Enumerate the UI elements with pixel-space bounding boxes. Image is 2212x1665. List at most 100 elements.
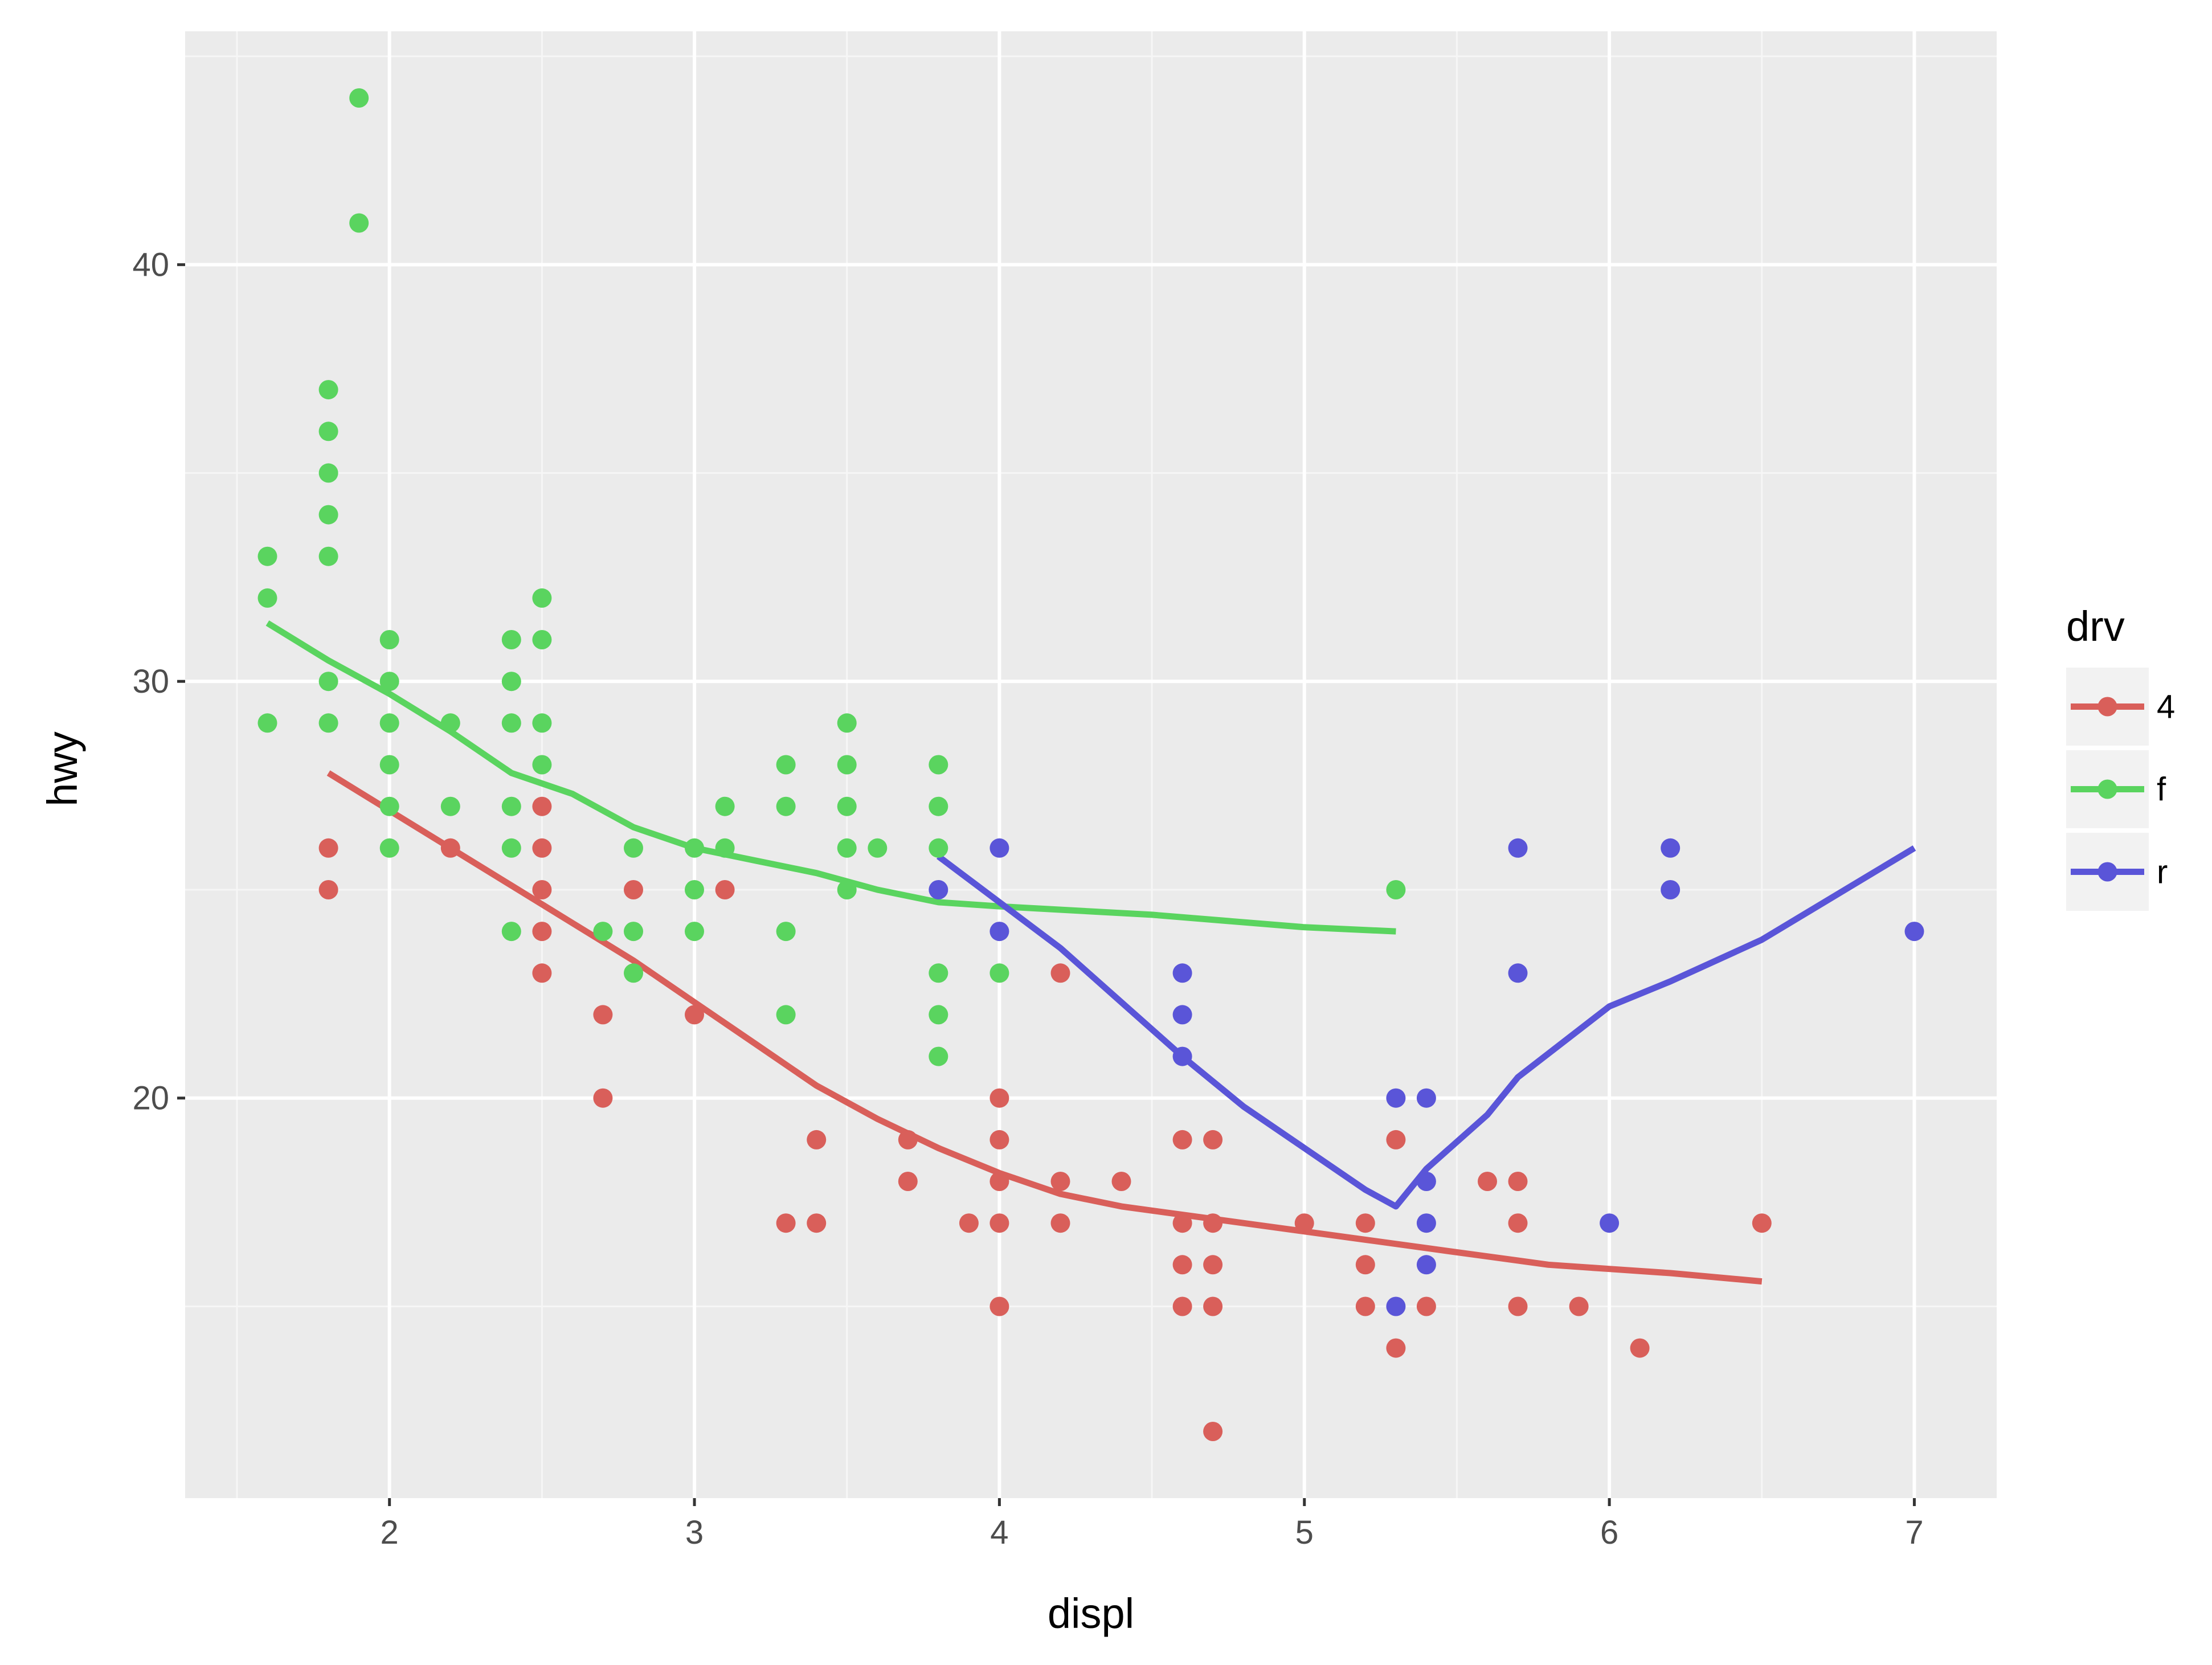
data-point-f (624, 838, 643, 858)
data-point-4 (990, 1296, 1009, 1316)
x-tick-label: 7 (1905, 1514, 1923, 1551)
data-point-4 (1416, 1296, 1436, 1316)
data-point-4 (1050, 963, 1070, 983)
data-point-r (1508, 838, 1528, 858)
data-point-4 (1172, 1296, 1192, 1316)
data-point-f (501, 838, 521, 858)
data-point-4 (1355, 1213, 1375, 1233)
data-point-f (776, 796, 796, 816)
data-point-f (929, 796, 948, 816)
data-point-f (532, 630, 552, 649)
legend-title: drv (2066, 603, 2125, 650)
data-point-4 (898, 1130, 918, 1149)
data-point-f (929, 963, 948, 983)
data-point-4 (593, 1005, 613, 1025)
axis-ticks (177, 263, 1916, 1506)
data-point-r (1416, 1255, 1436, 1275)
data-point-4 (318, 880, 338, 899)
legend: drv 4 f r (2066, 603, 2175, 911)
data-point-4 (1752, 1213, 1772, 1233)
data-point-r (1172, 1005, 1192, 1025)
data-point-4 (1203, 1255, 1223, 1275)
data-point-r (1172, 1046, 1192, 1066)
data-point-f (929, 755, 948, 775)
data-point-f (593, 922, 613, 942)
data-point-f (501, 922, 521, 942)
data-point-f (318, 422, 338, 441)
data-point-f (868, 838, 888, 858)
data-point-4 (1478, 1172, 1497, 1191)
data-point-f (379, 713, 399, 733)
data-point-4 (1630, 1338, 1650, 1358)
data-point-f (318, 505, 338, 525)
legend-key-point (2097, 779, 2117, 799)
data-point-4 (715, 880, 735, 899)
data-point-f (685, 838, 704, 858)
data-point-4 (593, 1088, 613, 1108)
data-point-f (501, 672, 521, 692)
data-point-4 (532, 922, 552, 942)
data-point-4 (1203, 1213, 1223, 1233)
data-point-4 (1386, 1130, 1406, 1149)
data-point-4 (1172, 1213, 1192, 1233)
data-point-f (501, 713, 521, 733)
legend-keys: 4 f r (2066, 668, 2175, 911)
data-point-f (929, 1046, 948, 1066)
data-point-4 (1050, 1172, 1070, 1191)
data-point-f (532, 588, 552, 608)
data-point-r (929, 880, 948, 899)
points-layer (257, 88, 1924, 1441)
data-point-r (1416, 1213, 1436, 1233)
data-point-r (990, 838, 1009, 858)
data-point-4 (532, 963, 552, 983)
y-tick-label: 20 (132, 1080, 169, 1117)
data-point-4 (1355, 1296, 1375, 1316)
data-point-4 (532, 880, 552, 899)
data-point-f (776, 922, 796, 942)
data-point-4 (685, 1005, 704, 1025)
data-point-4 (1172, 1130, 1192, 1149)
data-point-4 (532, 838, 552, 858)
legend-label: r (2157, 854, 2168, 891)
data-point-f (929, 838, 948, 858)
x-axis-title: displ (1048, 1590, 1134, 1637)
data-point-4 (318, 838, 338, 858)
data-point-f (379, 796, 399, 816)
data-point-f (440, 796, 460, 816)
data-point-4 (1203, 1422, 1223, 1441)
x-tick-labels: 2 3 4 5 6 7 (381, 1514, 1924, 1551)
data-point-f (990, 963, 1009, 983)
data-point-4 (990, 1172, 1009, 1191)
data-point-4 (1172, 1255, 1192, 1275)
data-point-4 (1050, 1213, 1070, 1233)
data-point-r (1416, 1172, 1436, 1191)
data-point-f (501, 796, 521, 816)
y-tick-label: 30 (132, 663, 169, 700)
data-point-f (837, 796, 857, 816)
data-point-f (379, 672, 399, 692)
data-point-4 (1569, 1296, 1589, 1316)
data-point-r (1661, 838, 1681, 858)
data-point-f (837, 838, 857, 858)
data-point-r (1416, 1088, 1436, 1108)
legend-label: f (2157, 771, 2166, 808)
x-tick-label: 3 (685, 1514, 704, 1551)
data-point-f (379, 755, 399, 775)
data-point-4 (1508, 1296, 1528, 1316)
data-point-f (776, 755, 796, 775)
data-point-4 (1203, 1296, 1223, 1316)
data-point-f (929, 1005, 948, 1025)
data-point-r (1600, 1213, 1620, 1233)
plot-panel (185, 31, 1997, 1498)
data-point-4 (1111, 1172, 1131, 1191)
data-point-4 (990, 1088, 1009, 1108)
data-point-4 (1355, 1255, 1375, 1275)
y-axis-title: hwy (39, 731, 86, 807)
data-point-r (1386, 1296, 1406, 1316)
data-point-f (624, 963, 643, 983)
data-point-4 (1386, 1338, 1406, 1358)
data-point-f (624, 922, 643, 942)
smooth-line-4 (326, 770, 1763, 1285)
data-point-r (1172, 963, 1192, 983)
